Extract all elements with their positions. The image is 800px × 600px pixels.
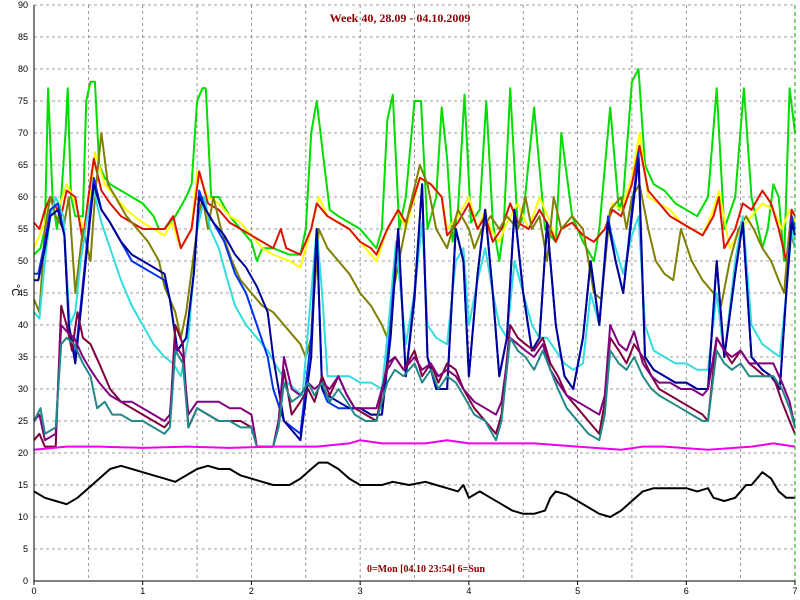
chart-title: Week 40, 28.09 - 04.10.2009 [330,11,471,25]
x-tick-label: 2 [249,586,254,596]
series-line-9 [33,324,796,448]
x-tick-label: 0 [31,586,36,596]
grid-lines [34,4,795,581]
y-tick-label: 15 [18,480,28,490]
y-tick-label: 0 [23,576,28,586]
y-tick-label: 50 [18,256,28,266]
x-tick-label: 5 [575,586,580,596]
y-tick-label: 35 [18,352,28,362]
x-tick-label: 6 [684,586,689,596]
series-line-12 [33,461,795,518]
y-tick-label: 90 [18,0,28,10]
y-axis-label: °C [9,284,21,296]
y-tick-label: 40 [18,320,28,330]
series-lines [33,68,796,518]
series-line-11 [33,439,796,451]
y-tick-label: 30 [18,384,28,394]
y-tick-label: 70 [18,128,28,138]
y-tick-label: 55 [18,224,28,234]
y-tick-label: 80 [18,64,28,74]
series-line-4 [33,132,796,358]
y-tick-label: 10 [18,512,28,522]
series-line-1 [33,68,796,262]
series-line-10 [33,336,796,448]
y-tick-label: 20 [18,448,28,458]
y-tick-label: 60 [18,192,28,202]
y-tick-label: 85 [18,32,28,42]
chart-footer: 0=Mon [04.10 23:54] 6=Sun [367,564,486,575]
x-tick-label: 3 [358,586,363,596]
x-tick-label: 1 [140,586,145,596]
y-tick-label: 75 [18,96,28,106]
y-tick-label: 45 [18,288,28,298]
y-tick-label: 5 [23,544,28,554]
y-tick-label: 65 [18,160,28,170]
series-line-8 [33,304,796,448]
series-line-7 [34,157,796,442]
x-tick-label: 7 [792,586,797,596]
x-tick-label: 4 [466,586,471,596]
y-tick-label: 25 [18,416,28,426]
series-line-3 [33,144,796,262]
